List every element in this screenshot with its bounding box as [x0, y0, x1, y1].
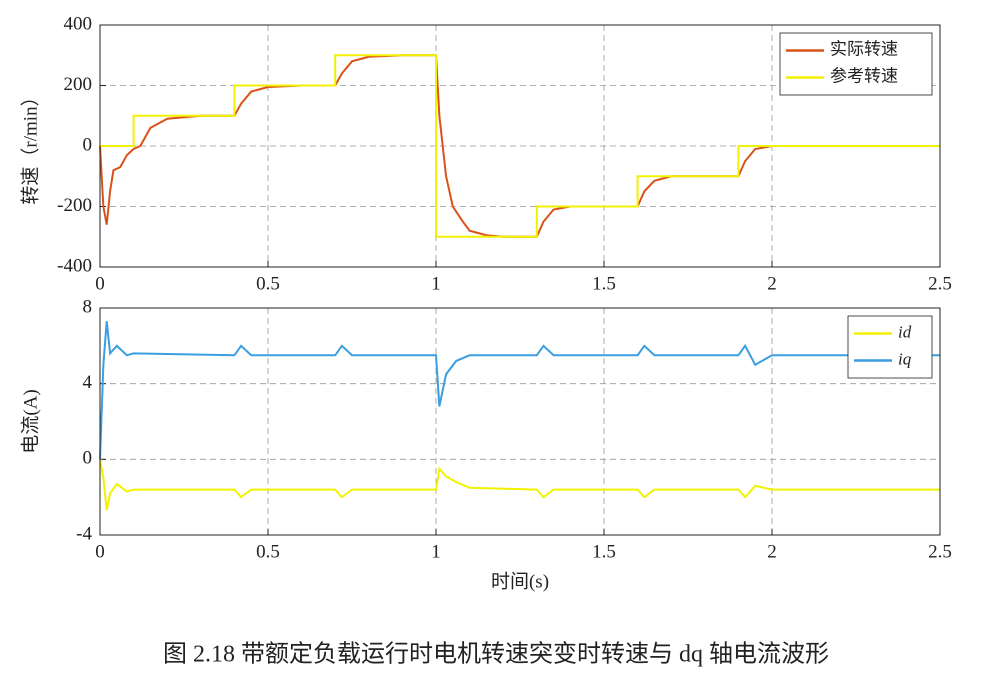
- x-tick-label: 2.5: [928, 541, 952, 562]
- x-tick-label: 1.5: [592, 541, 616, 562]
- y-tick-label: 400: [64, 13, 93, 34]
- x-tick-label: 2.5: [928, 273, 952, 294]
- x-tick-label: 0.5: [256, 273, 280, 294]
- series-line: [99, 54, 940, 238]
- legend-box: [847, 315, 933, 379]
- axes-frame: [99, 24, 941, 268]
- y-tick-label: -400: [57, 255, 92, 276]
- x-tick-label: 1.5: [592, 273, 616, 294]
- y-axis-label: 转速（r/min）: [19, 87, 41, 204]
- plot-area: [100, 308, 940, 535]
- y-tick-label: 4: [83, 372, 93, 393]
- x-tick-label: 1: [431, 541, 441, 562]
- y-tick-label: -200: [57, 195, 92, 216]
- x-tick-label: 2: [767, 541, 777, 562]
- y-axis-label: 电流(A): [19, 389, 41, 453]
- y-tick-label: -4: [76, 523, 92, 544]
- y-tick-label: 0: [83, 448, 93, 469]
- y-tick-label: 0: [83, 134, 93, 155]
- x-tick-label: 0: [95, 541, 105, 562]
- y-tick-label: 8: [83, 296, 93, 317]
- legend-label: iq: [898, 349, 912, 368]
- x-tick-label: 1: [431, 273, 441, 294]
- series-line: [99, 321, 940, 460]
- caption: 图 2.18 带额定负载运行时电机转速突变时转速与 dq 轴电流波形: [163, 641, 829, 668]
- x-tick-label: 2: [767, 273, 777, 294]
- legend-label: id: [898, 322, 912, 341]
- x-axis-label: 时间(s): [491, 570, 549, 592]
- y-tick-label: 200: [64, 74, 93, 95]
- x-tick-label: 0: [95, 273, 105, 294]
- legend-box: [779, 32, 933, 96]
- series-line: [99, 459, 940, 511]
- legend-label: 实际转速: [830, 39, 898, 58]
- series-line: [100, 54, 940, 238]
- x-tick-label: 0.5: [256, 541, 280, 562]
- legend-label: 参考转速: [830, 66, 898, 85]
- axes-frame: [99, 307, 941, 536]
